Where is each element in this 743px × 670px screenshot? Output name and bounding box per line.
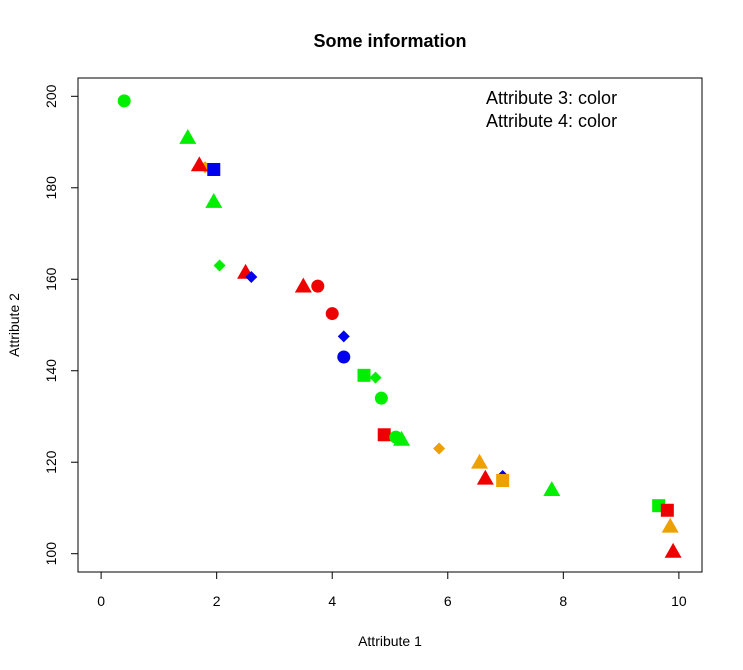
legend-entry-attribute-4: Attribute 4: color — [486, 111, 617, 131]
data-point-green-circle — [374, 391, 388, 405]
y-tick-label: 180 — [43, 176, 59, 200]
x-tick-label: 4 — [328, 593, 336, 609]
data-point-orange-triangle — [661, 517, 679, 533]
x-tick-label: 0 — [97, 593, 105, 609]
data-point-green-diamond — [213, 259, 226, 272]
y-tick-label: 140 — [43, 359, 59, 383]
data-point-red-circle — [311, 279, 325, 293]
data-point-red-circle — [325, 307, 339, 321]
data-point-green-square — [357, 368, 371, 382]
data-point-orange-square — [496, 474, 510, 488]
data-point-red-square — [377, 428, 391, 442]
y-axis: 100 120 140 160 180 200 — [43, 84, 78, 565]
data-point-red-square — [660, 503, 674, 517]
data-point-red-triangle — [294, 277, 312, 293]
data-point-orange-triangle — [471, 453, 489, 469]
plot-frame — [77, 77, 703, 573]
chart-title: Some information — [313, 31, 466, 51]
y-tick-label: 120 — [43, 450, 59, 474]
data-point-blue-square — [207, 162, 221, 176]
data-point-green-diamond — [369, 371, 382, 384]
data-point-green-triangle — [543, 481, 561, 497]
data-point-red-triangle — [476, 469, 494, 485]
y-axis-label: Attribute 2 — [6, 293, 22, 357]
data-point-green-triangle — [393, 430, 411, 446]
legend-entry-attribute-3: Attribute 3: color — [486, 88, 617, 108]
data-point-green-triangle — [205, 193, 223, 208]
data-point-orange-diamond — [433, 442, 446, 455]
x-tick-label: 2 — [213, 593, 221, 609]
data-point-blue-circle — [337, 350, 351, 364]
x-tick-label: 10 — [671, 593, 687, 609]
x-axis: 0 2 4 6 8 10 — [97, 572, 687, 609]
legend: Attribute 3: color Attribute 4: color — [486, 88, 617, 131]
data-points — [117, 94, 682, 558]
x-axis-label: Attribute 1 — [358, 633, 422, 649]
data-point-blue-diamond — [337, 330, 350, 343]
x-tick-label: 8 — [559, 593, 567, 609]
y-tick-label: 200 — [43, 84, 59, 108]
data-point-red-triangle — [190, 156, 208, 172]
y-tick-label: 100 — [43, 542, 59, 566]
x-tick-label: 6 — [444, 593, 452, 609]
data-point-green-circle — [117, 94, 131, 108]
data-point-blue-diamond — [245, 270, 258, 283]
data-point-red-triangle — [664, 542, 682, 558]
data-point-green-triangle — [179, 128, 197, 144]
y-tick-label: 160 — [43, 267, 59, 291]
